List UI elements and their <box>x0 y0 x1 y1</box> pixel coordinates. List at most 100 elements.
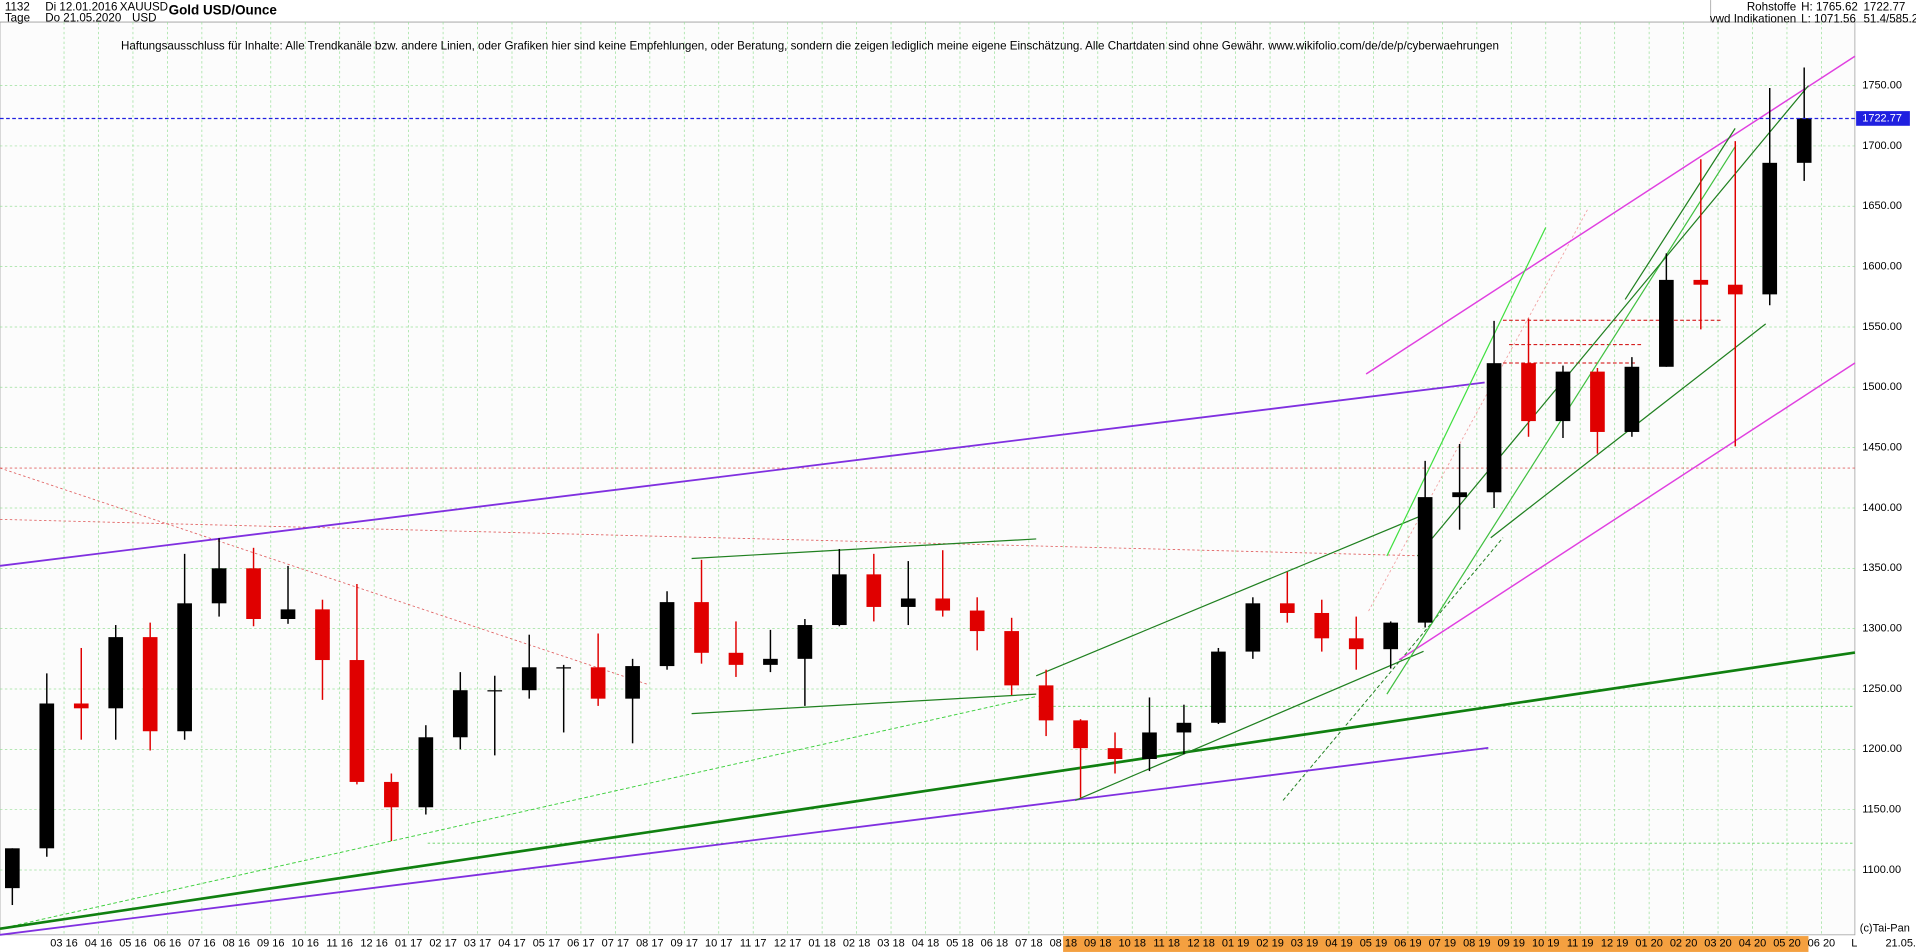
candle-body <box>1038 685 1054 721</box>
current-price-label: 1722.77 <box>1862 112 1902 124</box>
trendline <box>1282 537 1504 801</box>
candle-body <box>590 667 606 699</box>
x-tick-label: 01 19 <box>1222 937 1250 949</box>
x-tick-label: 02 20 <box>1670 937 1698 949</box>
trendline <box>1035 512 1428 677</box>
x-tick-label: 12 17 <box>774 937 802 949</box>
x-tick-label: 10 19 <box>1532 937 1560 949</box>
y-tick-label: 1600.00 <box>1862 261 1902 273</box>
candle-body <box>625 666 640 699</box>
y-tick-label: 1550.00 <box>1862 321 1902 333</box>
trendline <box>691 538 1037 560</box>
x-tick-label: 09 18 <box>1084 937 1112 949</box>
candle-body <box>5 848 20 889</box>
x-tick-label: 11 17 <box>740 937 767 949</box>
y-tick-label: 1200.00 <box>1862 743 1902 755</box>
candle-body <box>1314 612 1330 639</box>
high: H: 1765.62 <box>1801 0 1858 13</box>
x-tick-label: 04 17 <box>498 937 526 949</box>
candle-body <box>246 568 261 620</box>
x-tick-label: 06 18 <box>981 937 1009 949</box>
y-tick-label: 1250.00 <box>1862 683 1902 695</box>
candle-body <box>1555 371 1571 422</box>
trendline <box>0 467 648 685</box>
y-tick-label: 1300.00 <box>1862 623 1902 635</box>
start-date: Di 12.01.2016 <box>45 0 117 13</box>
x-tick-label: 10 16 <box>291 937 319 949</box>
candle-body <box>1383 622 1399 650</box>
x-tick-label: 11 16 <box>326 937 353 949</box>
x-tick-label: 11 18 <box>1153 937 1180 949</box>
x-tick-label: 03 16 <box>50 937 78 949</box>
trendline <box>1075 650 1424 801</box>
plot-area <box>0 21 1856 936</box>
x-tick-label: 10 18 <box>1118 937 1146 949</box>
x-tick-label: 09 16 <box>257 937 285 949</box>
x-tick-label: 09 19 <box>1498 937 1526 949</box>
scale-mode: L <box>1851 937 1857 949</box>
x-tick-label: 12 19 <box>1601 937 1629 949</box>
source: vwd Indikationen <box>1710 13 1796 26</box>
x-tick-label: 09 17 <box>671 937 699 949</box>
x-tick-label: 08 16 <box>223 937 251 949</box>
candle-body <box>866 574 882 607</box>
candle-body <box>1796 118 1812 163</box>
candle-body <box>969 610 985 632</box>
last-price: 1722.77 <box>1863 0 1905 13</box>
x-tick-label: 06 17 <box>567 937 595 949</box>
candle-body <box>418 737 434 808</box>
candle-body <box>177 603 192 732</box>
candle-body <box>315 609 330 661</box>
candle-body <box>556 667 572 669</box>
x-tick-label: 01 17 <box>395 937 423 949</box>
trendline <box>0 518 1430 557</box>
candle-body <box>900 598 916 607</box>
x-tick-label: 04 18 <box>912 937 940 949</box>
end-date: Do 21.05.2020 <box>45 11 121 24</box>
header-bar <box>0 0 1916 23</box>
candle-body <box>1348 638 1364 650</box>
period: Tage <box>5 11 30 24</box>
candle-body <box>142 637 158 732</box>
y-tick-label: 1650.00 <box>1862 200 1902 212</box>
candle-body <box>349 660 365 782</box>
x-tick-label: 05 18 <box>946 937 974 949</box>
candle-body <box>797 625 813 659</box>
grid <box>0 22 1855 935</box>
disclaimer: Haftungsausschluss für Inhalte: Alle Tre… <box>121 40 1499 53</box>
axis-highlight <box>1063 936 1809 952</box>
candle-body <box>452 690 468 738</box>
x-tick-label: 05 16 <box>119 937 147 949</box>
copyright: (c)Tai-Pan <box>1860 923 1910 935</box>
candles <box>5 67 1812 906</box>
symbol: XAUUSD <box>120 0 168 13</box>
chart-title: Gold USD/Ounce <box>169 3 278 18</box>
ratio: 51.4/585.2 <box>1863 13 1916 26</box>
candle-body <box>1004 631 1019 686</box>
x-tick-label: 05 17 <box>533 937 561 949</box>
trendline <box>1365 55 1856 375</box>
y-tick-label: 1450.00 <box>1862 442 1902 454</box>
candle-body <box>1107 748 1123 760</box>
candle-body <box>1624 366 1640 432</box>
x-tick-label: 05 20 <box>1773 937 1801 949</box>
candle-body <box>1279 603 1295 613</box>
candle-body <box>1417 497 1433 623</box>
candle-body <box>1211 651 1226 723</box>
trendline <box>1386 227 1547 557</box>
x-tick-label: 02 19 <box>1256 937 1284 949</box>
x-tick-label: 06 19 <box>1394 937 1422 949</box>
x-tick-label: 11 19 <box>1567 937 1594 949</box>
candle-body <box>1727 284 1743 295</box>
y-tick-label: 1150.00 <box>1862 804 1901 816</box>
candle-body <box>39 703 55 849</box>
footer-date: 21.05.20 <box>1885 937 1916 949</box>
candle-body <box>763 658 778 665</box>
candle-body <box>1073 720 1088 749</box>
candle-body <box>384 781 399 808</box>
x-tick-label: 04 16 <box>85 937 113 949</box>
candle-body <box>1486 363 1502 493</box>
trendline <box>0 746 1489 936</box>
y-tick-label: 1100.00 <box>1862 864 1901 876</box>
candle-body <box>1762 162 1778 295</box>
